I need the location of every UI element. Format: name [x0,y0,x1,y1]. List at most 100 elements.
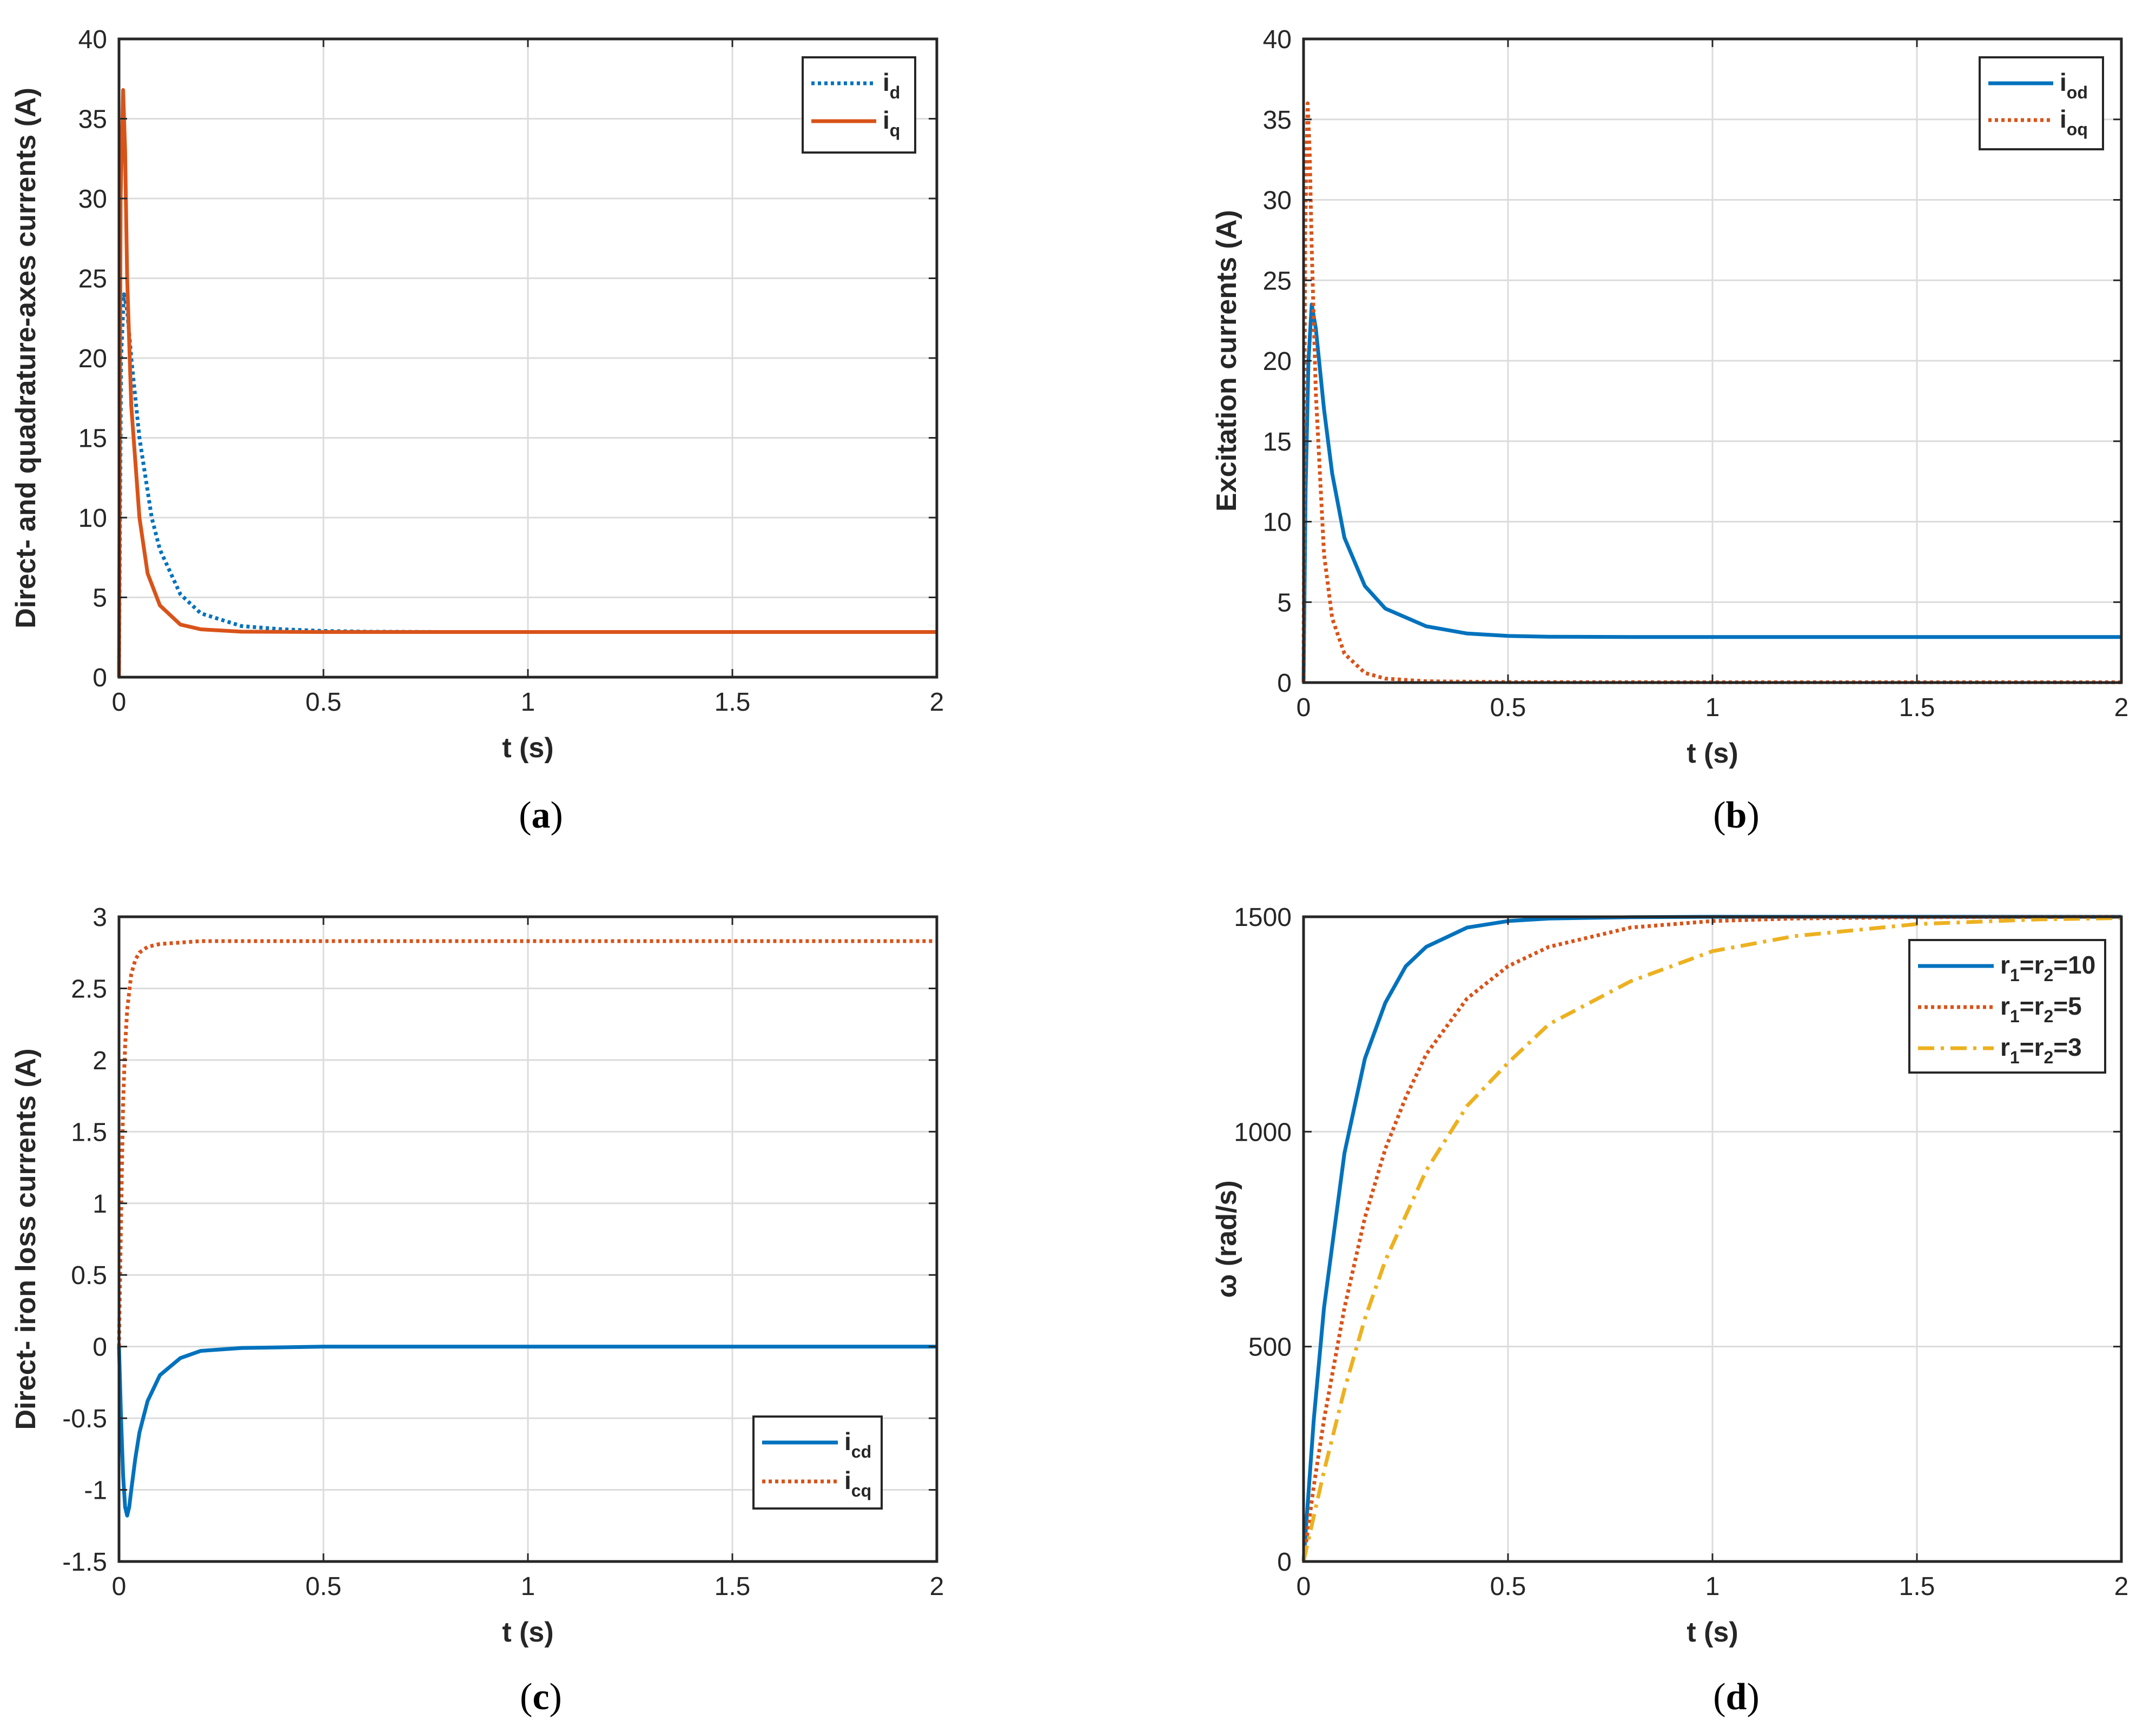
legend-text-part: =r [2020,951,2044,979]
legend-entry-3: r1=r2=3 [2000,1033,2082,1067]
panel-label: (d) [1713,1676,1760,1718]
panel-label-paren: ) [1747,795,1759,836]
y-tick-label: 25 [1263,267,1292,295]
panel-label-paren: ) [551,795,563,836]
legend-text-main: i [844,1466,851,1494]
legend-text-part: =5 [2053,992,2081,1020]
series-line-3 [1301,916,2122,1562]
x-tick-label: 1 [1705,693,1720,722]
panel-label-paren: ) [550,1676,562,1718]
y-tick-label: 1 [92,1190,107,1219]
legend-text-main: i [2060,105,2067,133]
legend-box [1908,939,2106,1074]
y-tick-label: 15 [1263,428,1292,456]
x-tick-label: 0 [112,688,127,717]
x-tick-label: 1.5 [715,1572,751,1601]
y-tick-label: 2 [92,1047,107,1075]
legend-text-part: 2 [2043,1048,2053,1067]
panel-label-paren: ( [1713,795,1725,836]
legend-entry-2: r1=r2=5 [2000,992,2082,1026]
x-axis-title: t (s) [502,1617,553,1648]
x-tick-label: 0.5 [306,688,342,717]
y-tick-label: 35 [1263,106,1292,135]
x-tick-label: 0.5 [1490,693,1526,722]
y-tick-label: 0.5 [71,1261,107,1290]
legend-text-main: i [844,1427,851,1455]
x-tick-label: 0 [112,1572,127,1601]
x-tick-label: 1 [521,1572,535,1601]
legend-box [1979,56,2104,150]
y-tick-label: 1.5 [71,1118,107,1147]
y-tick-label: 3 [92,903,107,932]
legend-text-part: 1 [2010,1048,2020,1067]
panel-label: (a) [519,795,563,836]
y-tick-label: 15 [78,425,107,453]
legend-text-part: =r [2020,992,2044,1020]
legend-box [752,1415,883,1510]
legend-text-subscript: d [890,83,901,102]
panel-label-paren: ( [520,1676,532,1718]
y-tick-label: -1.5 [62,1548,107,1577]
y-tick-label: 0 [92,1333,107,1362]
legend-text-subscript: od [2067,83,2088,102]
series-line-2 [117,939,937,1347]
y-tick-label: 0 [1277,1548,1292,1577]
x-tick-label: 1.5 [1899,693,1935,722]
x-tick-label: 0 [1297,1572,1311,1601]
y-tick-label: 35 [78,105,107,134]
x-tick-label: 1 [521,688,535,717]
y-axis-title: Direct- iron loss currents (A) [10,1048,42,1430]
y-tick-label: 0 [92,664,107,692]
legend-text-part: 1 [2010,1007,2020,1026]
y-tick-label: 0 [1277,669,1292,698]
legend: id iq [802,56,916,154]
panel-label-paren: ( [519,795,531,836]
y-tick-label: 20 [78,345,107,373]
x-tick-label: 2 [930,1572,944,1601]
x-tick-label: 1 [1705,1572,1720,1601]
y-tick-label: 30 [1263,187,1292,215]
legend-entry-2: iq [883,106,900,140]
legend-text-part: =3 [2053,1033,2081,1061]
panel-label-letter: d [1726,1676,1747,1718]
legend-text-subscript: cq [851,1481,871,1500]
x-tick-label: 0.5 [306,1572,342,1601]
y-tick-label: 30 [78,185,107,214]
x-tick-label: 1.5 [1899,1572,1935,1601]
y-tick-label: 10 [1263,508,1292,537]
panel-label: (c) [520,1676,562,1718]
legend-text-part: r [2000,951,2010,979]
y-tick-label: 10 [78,504,107,533]
legend-entry-1: iod [2060,68,2088,102]
y-axis-title: ω (rad/s) [1211,1180,1242,1298]
y-tick-label: 20 [1263,347,1292,376]
x-axis-title: t (s) [502,732,553,764]
series-line-1 [117,1345,937,1518]
y-tick-label: 500 [1248,1333,1292,1362]
x-tick-label: 2 [2114,693,2129,722]
legend-entry-1: icd [844,1427,871,1461]
x-tick-label: 0 [1297,693,1311,722]
legend-entry-2: ioq [2060,105,2088,139]
legend-text-main: i [2060,68,2067,96]
legend-text-part: r [2000,992,2010,1020]
y-tick-label: 25 [78,265,107,294]
y-axis-title: Direct- and quadrature-axes currents (A) [10,88,42,628]
legend-entry-1: r1=r2=10 [2000,951,2095,985]
y-tick-label: -0.5 [62,1405,107,1433]
x-tick-label: 1.5 [715,688,751,717]
y-tick-label: 1500 [1234,903,1292,932]
legend-text-part: =10 [2053,951,2095,979]
legend-entry-1: id [883,68,900,102]
series-line-1 [1301,302,2121,683]
legend-text-part: 2 [2043,1007,2053,1026]
x-axis-title: t (s) [1687,1617,1738,1648]
x-tick-label: 0.5 [1490,1572,1526,1601]
legend-text-subscript: cd [851,1442,871,1461]
panel-label-paren: ( [1713,1676,1725,1718]
legend-text-main: i [883,68,890,96]
legend-text-main: i [883,106,890,134]
